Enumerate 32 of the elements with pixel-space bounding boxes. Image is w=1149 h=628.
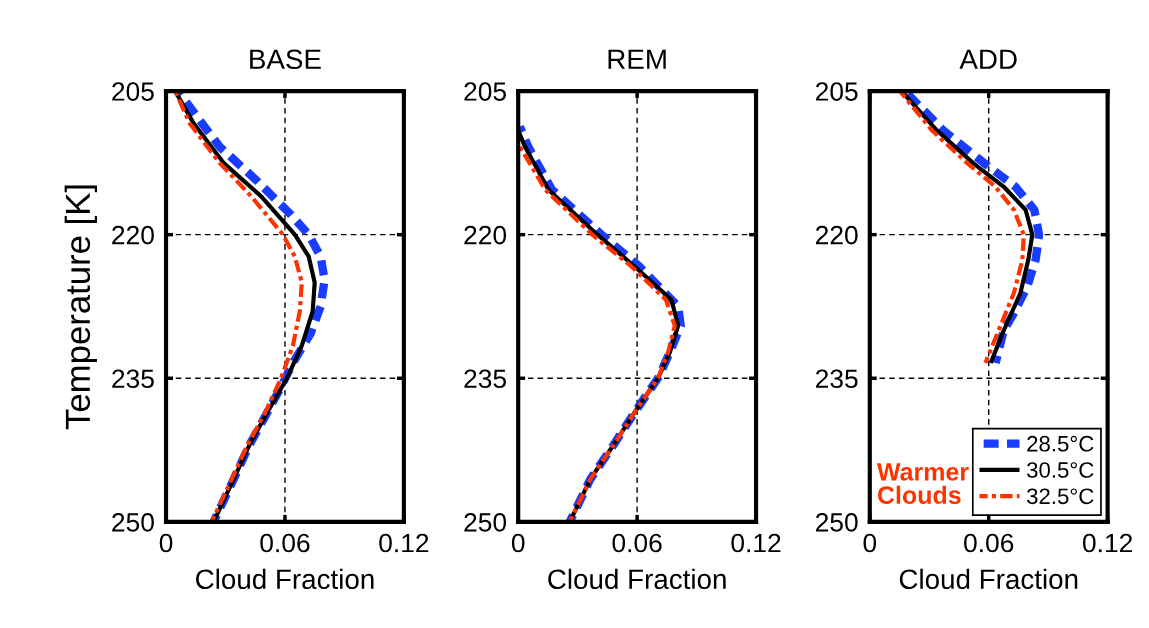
legend-label: 30.5°C <box>1026 462 1094 478</box>
y-tick-label: 235 <box>815 369 858 389</box>
x-tick-label: 0.12 <box>731 533 781 553</box>
legend-label: 32.5°C <box>1026 488 1094 505</box>
x-axis-title: Cloud Fraction <box>196 568 374 590</box>
x-tick-label: 0.06 <box>612 533 662 553</box>
y-tick-label: 205 <box>112 82 154 101</box>
chart-title: ADD <box>959 49 1017 69</box>
x-tick-label: 0.06 <box>964 533 1014 553</box>
y-tick-label: 205 <box>815 82 858 101</box>
y-tick-label: 220 <box>815 225 858 245</box>
x-tick-label: 0.12 <box>1082 533 1132 553</box>
y-tick-label: 250 <box>815 513 858 532</box>
x-tick-label: 0 <box>863 533 877 553</box>
x-tick-label: 0.12 <box>379 533 429 553</box>
chart-title: REM <box>608 49 666 69</box>
y-tick-label: 205 <box>464 82 506 101</box>
y-tick-label: 235 <box>112 369 154 389</box>
x-tick-label: 0 <box>159 533 173 553</box>
y-tick-label: 250 <box>464 513 507 532</box>
chart-title: BASE <box>250 49 321 70</box>
x-tick-label: 0.06 <box>260 533 310 553</box>
y-tick-label: 220 <box>112 225 154 245</box>
y-tick-label: 220 <box>464 225 507 245</box>
y-axis-title: Temperature [K] <box>64 185 98 430</box>
x-axis-title: Cloud Fraction <box>548 568 726 590</box>
annotation: Warmer Clouds <box>876 463 969 504</box>
x-tick-label: 0 <box>511 533 525 553</box>
y-tick-label: 250 <box>112 513 154 532</box>
legend-label: 28.5°C <box>1027 435 1094 452</box>
y-tick-label: 235 <box>464 369 506 389</box>
x-axis-title: Cloud Fraction <box>899 568 1078 590</box>
